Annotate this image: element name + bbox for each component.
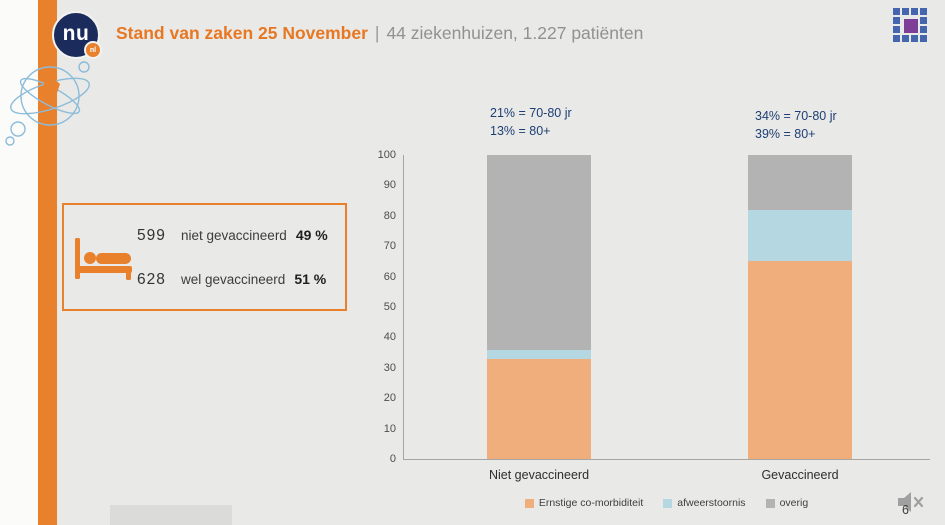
bar-segment-ernstige-co-morbiditeit <box>487 358 591 459</box>
legend-label: Ernstige co-morbiditeit <box>538 497 644 509</box>
legend-item: afweerstoornis <box>663 497 746 509</box>
mute-speaker-icon[interactable] <box>897 489 927 515</box>
patient-percent: 51 % <box>294 271 327 287</box>
bar-segment-ernstige-co-morbiditeit <box>748 261 852 459</box>
legend-swatch <box>663 498 673 508</box>
chart-legend: Ernstige co-morbiditeit afweerstoornis ove… <box>403 497 930 509</box>
legend-label: afweerstoornis <box>677 497 746 509</box>
header-subtitle: 44 ziekenhuizen, 1.227 patiënten <box>386 23 644 43</box>
y-tick-label: 90 <box>383 179 396 192</box>
y-tick-label: 50 <box>383 301 396 313</box>
bar-segment-afweerstoornis <box>487 349 591 359</box>
legend-item: overig <box>765 497 809 509</box>
pixel-cell <box>893 17 900 24</box>
x-axis-line <box>403 459 930 460</box>
pixel-cell <box>893 8 900 15</box>
patient-count-box: 599 niet gevaccineerd 49 % 628 wel gevac… <box>62 203 347 311</box>
page-number: 6 <box>902 503 909 517</box>
y-tick-label: 100 <box>377 149 396 161</box>
pixel-cell <box>893 26 900 33</box>
infobox-row: 599 niet gevaccineerd 49 % <box>137 227 328 245</box>
y-axis-labels: 0 10 20 30 40 50 60 70 80 90 100 <box>352 149 396 465</box>
annotation-line: 13% = 80+ <box>490 124 551 139</box>
annotation-line: 34% = 70-80 jr <box>755 109 837 123</box>
y-tick-label: 40 <box>383 331 396 344</box>
hospital-bed-icon <box>75 238 132 280</box>
category-label: Gevaccineerd <box>761 468 839 482</box>
y-tick-label: 70 <box>383 240 396 253</box>
annotation-line: 39% = 80+ <box>755 127 816 142</box>
bar-segment-overig <box>487 155 591 350</box>
patient-count: 628 <box>137 271 166 288</box>
globe-doodle-icon <box>5 61 90 146</box>
pixel-cell <box>911 35 918 42</box>
pixel-grid-icon <box>893 8 929 44</box>
y-tick-label: 0 <box>389 453 396 465</box>
y-tick-label: 30 <box>383 361 396 374</box>
accent-stripe <box>38 0 57 525</box>
y-tick-label: 20 <box>383 392 396 405</box>
patient-label: niet gevaccineerd <box>181 228 287 243</box>
annotation-line: 21% = 70-80 jr <box>490 106 572 120</box>
y-tick-label: 80 <box>383 209 396 222</box>
nu-logo: nu nl <box>52 11 102 59</box>
bar-stack <box>487 155 591 459</box>
header: Stand van zaken 25 November | 44 ziekenhui… <box>116 23 643 44</box>
infobox-row: 628 wel gevaccineerd 51 % <box>137 271 326 289</box>
legend-label: overig <box>779 497 809 509</box>
bar-segment-overig <box>748 155 852 210</box>
pixel-center-square <box>904 19 918 33</box>
pixel-cell <box>920 26 927 33</box>
bar-annotation: 21% = 70-80 jr 13% = 80+ <box>490 104 572 140</box>
pixel-cell <box>893 35 900 42</box>
pixel-cell <box>920 8 927 15</box>
bar-annotation: 34% = 70-80 jr 39% = 80+ <box>755 107 837 143</box>
legend-swatch <box>765 498 775 508</box>
y-tick-label: 60 <box>383 270 396 283</box>
pixel-cell <box>920 35 927 42</box>
header-separator: | <box>374 23 380 43</box>
bar-segment-afweerstoornis <box>748 209 852 262</box>
patient-count: 599 <box>137 227 166 244</box>
category-label: Niet gevaccineerd <box>488 468 590 482</box>
pixel-cell <box>902 8 909 15</box>
nu-logo-text: nu <box>62 22 90 45</box>
left-margin <box>0 0 38 525</box>
nu-logo-badge: nl <box>84 41 102 59</box>
pixel-cell <box>911 8 918 15</box>
legend-swatch <box>524 498 534 508</box>
legend-item: Ernstige co-morbiditeit <box>524 497 644 509</box>
y-tick-label: 10 <box>383 422 396 435</box>
header-title: Stand van zaken 25 November <box>116 23 368 43</box>
y-axis-line <box>403 155 404 460</box>
watermark-block <box>110 505 232 525</box>
pixel-cell <box>902 35 909 42</box>
bar-stack <box>748 155 852 459</box>
pixel-cell <box>920 17 927 24</box>
patient-label: wel gevaccineerd <box>181 272 286 287</box>
patient-percent: 49 % <box>295 227 328 243</box>
